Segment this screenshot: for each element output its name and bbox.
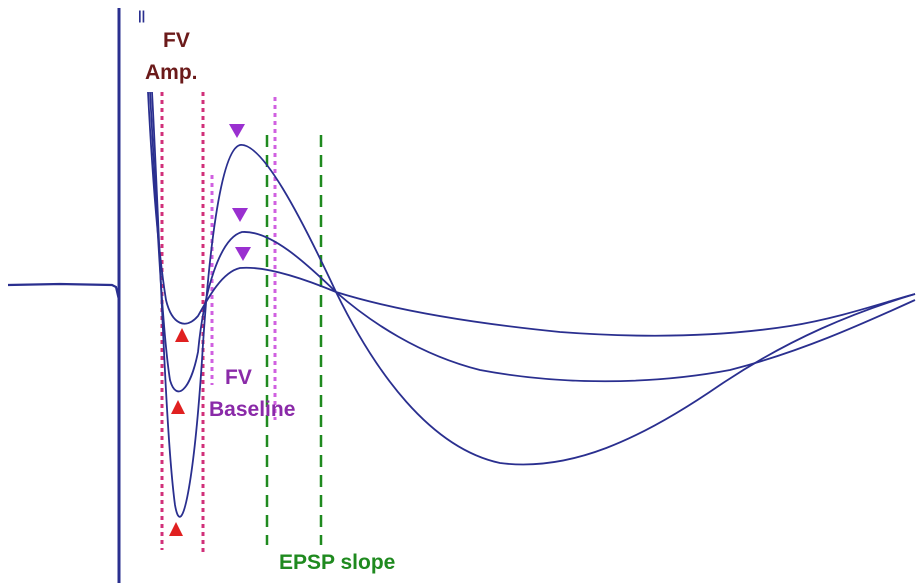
trough-marker-medium [171,400,185,414]
trace-medium [149,91,916,393]
trough-marker-small [175,328,189,342]
epsp-slope-label: EPSP slope [279,551,395,574]
peak-marker-large [229,124,245,138]
peak-marker-small [235,247,251,261]
trace-large [151,91,916,518]
trace-small [147,91,916,337]
peak-marker-medium [232,208,248,222]
fv-amp-label-line2: Amp. [145,61,198,84]
trough-marker-large [169,522,183,536]
fv-baseline-label-line1: FV [225,366,252,389]
fv-amp-label-line1: FV [163,29,190,52]
top-tick-marks: || [138,8,145,23]
pre-stimulus-baseline [7,282,121,301]
fv-baseline-label-line2: Baseline [209,398,295,421]
